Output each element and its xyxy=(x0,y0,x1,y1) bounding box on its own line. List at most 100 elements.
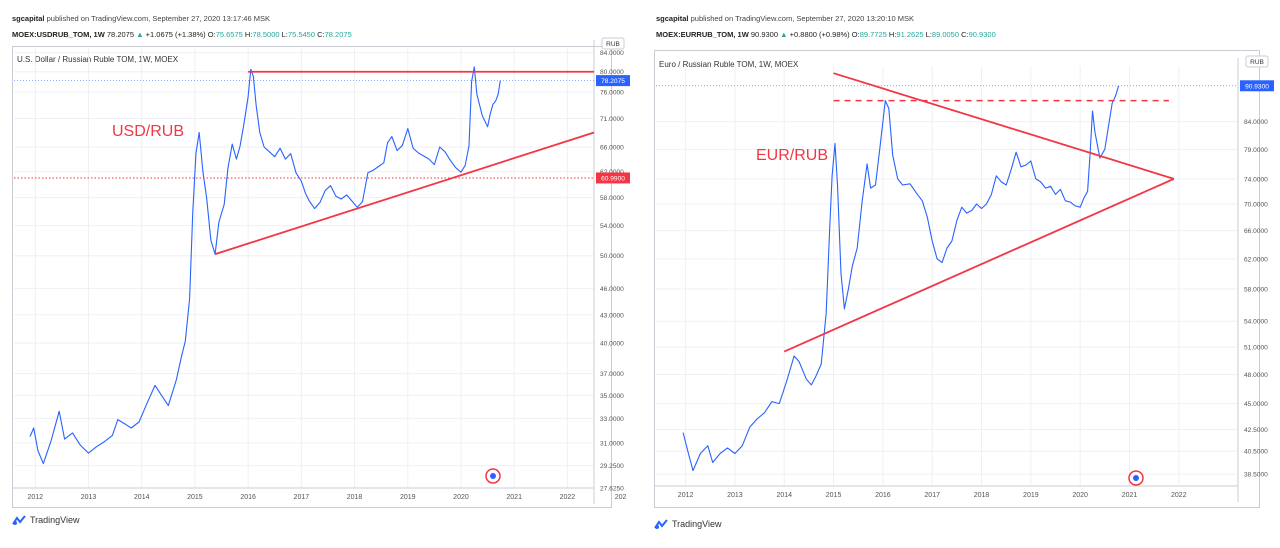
x-tick-label: 2021 xyxy=(506,494,522,501)
high-label: H: xyxy=(888,30,897,39)
pair-annotation: USD/RUB xyxy=(112,123,184,140)
y-tick-label: 27.6250 xyxy=(600,486,624,493)
price-series-line xyxy=(682,85,1120,472)
y-tick-label: 66.0000 xyxy=(600,145,624,152)
y-tick-label: 31.0000 xyxy=(600,440,624,447)
x-tick-label: 2019 xyxy=(400,494,416,501)
usdrub-chart[interactable]: 2012 2013 2014 2015 2016 2017 2018 2019 2020 2021… xyxy=(0,0,632,548)
tradingview-logo-icon xyxy=(12,515,26,525)
tradingview-brand[interactable]: TradingView xyxy=(12,515,80,525)
high-value: 78.5000 xyxy=(252,30,280,39)
pair-annotation: EUR/RUB xyxy=(756,147,828,164)
chart-title: Euro / Russian Ruble TOM, 1W, MOEX xyxy=(659,60,799,69)
open-value: 75.6575 xyxy=(215,30,243,39)
low-value: 89.0050 xyxy=(931,30,960,39)
y-tick-label: 58.0000 xyxy=(1244,286,1268,293)
last-value: 78.2075 xyxy=(106,30,135,39)
y-tick-label: 33.0000 xyxy=(600,416,624,423)
ohlc-line: MOEX:EURRUB_TOM, 1W 90.9300 ▲ +0.8800 (+… xyxy=(656,30,996,39)
publisher-name[interactable]: sgcapital xyxy=(656,14,689,23)
published-text: published on TradingView.com, September … xyxy=(690,14,914,23)
x-tick-label: 2012 xyxy=(678,492,694,499)
last-price-tag-label: 78.2075 xyxy=(601,78,625,85)
x-tick-label: 2020 xyxy=(1072,492,1088,499)
currency-badge-label: RUB xyxy=(1250,59,1264,66)
y-tick-label: 43.0000 xyxy=(600,312,624,319)
x-tick-label: 2022 xyxy=(1171,492,1187,499)
x-tick-label: 2016 xyxy=(875,492,891,499)
publish-info: sgcapital published on TradingView.com, … xyxy=(12,14,270,23)
x-tick-label: 2017 xyxy=(924,492,940,499)
y-tick-label: 40.5000 xyxy=(1244,449,1268,456)
x-tick-label: 2022 xyxy=(560,494,576,501)
last-price-tag xyxy=(596,75,630,87)
x-tick-label: 202 xyxy=(615,494,627,501)
lower-trendline xyxy=(783,178,1175,353)
event-marker-dot xyxy=(1133,475,1139,481)
published-text: published on TradingView.com, September … xyxy=(46,14,270,23)
ohlc-line: MOEX:USDRUB_TOM, 1W 78.2075 ▲ +1.0675 (+… xyxy=(12,30,352,39)
x-tick-label: 2015 xyxy=(187,494,203,501)
chart-frame xyxy=(12,46,612,508)
tradingview-label: TradingView xyxy=(672,519,722,529)
y-tick-label: 50.0000 xyxy=(600,253,624,260)
x-tick-label: 2013 xyxy=(727,492,743,499)
change-up-icon: ▲ xyxy=(780,30,788,39)
price-series-line xyxy=(29,66,501,465)
y-tick-label: 84.0000 xyxy=(600,50,624,57)
y-tick-label: 70.0000 xyxy=(1244,201,1268,208)
close-value: 78.2075 xyxy=(324,30,352,39)
low-value: 75.5450 xyxy=(287,30,316,39)
y-tick-label: 84.0000 xyxy=(1244,119,1268,126)
y-tick-label: 76.0000 xyxy=(600,89,624,96)
currency-badge-label: RUB xyxy=(606,41,620,48)
y-tick-label: 35.0000 xyxy=(600,393,624,400)
low-label: L: xyxy=(281,30,288,39)
tradingview-logo-icon xyxy=(654,519,668,529)
y-tick-label: 79.0000 xyxy=(1244,147,1268,154)
y-tick-label: 54.0000 xyxy=(600,223,624,230)
last-price-tag xyxy=(1240,80,1274,92)
y-tick-label: 45.0000 xyxy=(1244,401,1268,408)
high-value: 91.2625 xyxy=(896,30,924,39)
last-price-tag-label: 90.9300 xyxy=(1245,83,1269,90)
last-value: 90.9300 xyxy=(750,30,779,39)
level-price-tag-label: 60.9900 xyxy=(601,175,625,182)
y-tick-label: 38.5000 xyxy=(1244,472,1268,479)
change-value: +1.0675 (+1.38%) xyxy=(145,30,206,39)
eurrub-chart[interactable]: 2012 2013 2014 2015 2016 2017 2018 2019 2020 2021… xyxy=(644,0,1280,548)
y-tick-label: 54.0000 xyxy=(1244,319,1268,326)
y-tick-label: 58.0000 xyxy=(600,195,624,202)
y-tick-label: 62.0000 xyxy=(1244,256,1268,263)
y-tick-label: 74.0000 xyxy=(1244,176,1268,183)
x-tick-label: 2021 xyxy=(1122,492,1138,499)
eurrub-panel: sgcapital published on TradingView.com, … xyxy=(644,0,1280,548)
tradingview-brand[interactable]: TradingView xyxy=(654,519,722,529)
y-tick-label: 80.0000 xyxy=(600,69,624,76)
event-marker-dot xyxy=(490,473,496,479)
y-tick-label: 46.0000 xyxy=(600,286,624,293)
publish-info: sgcapital published on TradingView.com, … xyxy=(656,14,914,23)
y-tick-label: 42.5000 xyxy=(1244,427,1268,434)
close-label: C: xyxy=(961,30,969,39)
chart-title: U.S. Dollar / Russian Ruble TOM, 1W, MOE… xyxy=(17,55,179,64)
x-tick-label: 2018 xyxy=(347,494,363,501)
x-tick-label: 2014 xyxy=(776,492,792,499)
tradingview-label: TradingView xyxy=(30,515,80,525)
upper-trendline xyxy=(833,72,1175,180)
x-tick-label: 2019 xyxy=(1023,492,1039,499)
currency-badge xyxy=(601,37,625,50)
x-tick-label: 2018 xyxy=(974,492,990,499)
close-value: 90.9300 xyxy=(968,30,996,39)
support-trendline xyxy=(214,131,595,256)
x-tick-label: 2013 xyxy=(81,494,97,501)
usdrub-panel: sgcapital published on TradingView.com, … xyxy=(0,0,632,548)
y-tick-label: 37.0000 xyxy=(600,371,624,378)
level-price-tag xyxy=(596,172,630,184)
symbol-label: MOEX:EURRUB_TOM, 1W xyxy=(656,30,749,39)
y-tick-label: 66.0000 xyxy=(1244,228,1268,235)
publisher-name[interactable]: sgcapital xyxy=(12,14,45,23)
close-label: C: xyxy=(317,30,325,39)
x-tick-label: 2015 xyxy=(826,492,842,499)
x-tick-label: 2020 xyxy=(453,494,469,501)
